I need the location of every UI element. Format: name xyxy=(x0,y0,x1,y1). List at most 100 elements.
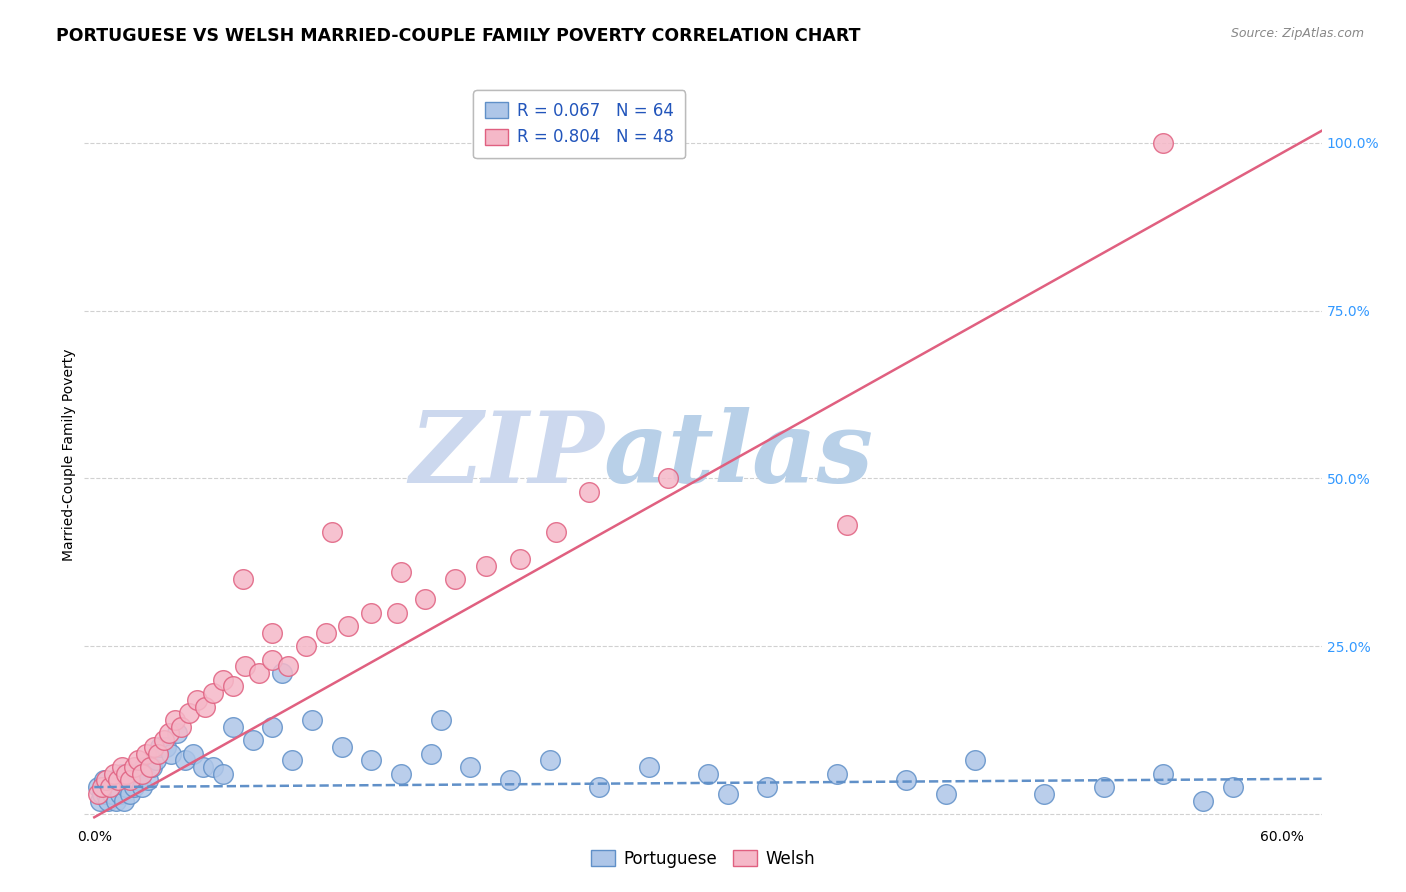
Point xyxy=(132,760,155,774)
Point xyxy=(336,619,359,633)
Point xyxy=(429,713,451,727)
Point xyxy=(155,739,177,754)
Point xyxy=(101,787,124,801)
Point xyxy=(578,484,600,499)
Point xyxy=(87,780,110,794)
Legend: R = 0.067   N = 64, R = 0.804   N = 48: R = 0.067 N = 64, R = 0.804 N = 48 xyxy=(474,90,685,158)
Point xyxy=(301,713,323,727)
Point xyxy=(136,773,159,788)
Point xyxy=(443,572,465,586)
Point xyxy=(1033,787,1056,801)
Point xyxy=(118,787,141,801)
Text: Source: ZipAtlas.com: Source: ZipAtlas.com xyxy=(1230,27,1364,40)
Point xyxy=(181,747,204,761)
Point xyxy=(389,766,412,780)
Point xyxy=(271,665,294,680)
Point xyxy=(1152,136,1174,150)
Point xyxy=(697,766,720,780)
Point xyxy=(127,753,149,767)
Point xyxy=(186,693,208,707)
Point xyxy=(91,787,114,801)
Point xyxy=(87,787,110,801)
Point xyxy=(117,773,139,788)
Point xyxy=(277,659,299,673)
Point xyxy=(1092,780,1115,794)
Point xyxy=(97,793,120,807)
Point xyxy=(107,780,129,794)
Point xyxy=(112,793,135,807)
Point xyxy=(160,747,183,761)
Point xyxy=(894,773,917,788)
Point xyxy=(295,639,318,653)
Point xyxy=(115,766,138,780)
Point xyxy=(232,572,254,586)
Point xyxy=(212,673,235,687)
Point xyxy=(103,766,125,780)
Point xyxy=(460,760,482,774)
Point xyxy=(360,753,382,767)
Point xyxy=(103,773,125,788)
Point xyxy=(111,760,134,774)
Point xyxy=(233,659,256,673)
Point xyxy=(413,592,436,607)
Point xyxy=(262,652,284,666)
Point xyxy=(93,773,115,788)
Point xyxy=(98,780,121,794)
Point xyxy=(475,558,498,573)
Point xyxy=(360,606,382,620)
Point xyxy=(122,760,145,774)
Point xyxy=(131,766,153,780)
Point xyxy=(149,739,172,754)
Point xyxy=(121,766,143,780)
Point xyxy=(166,726,188,740)
Point xyxy=(222,720,245,734)
Point xyxy=(212,766,235,780)
Point xyxy=(191,760,214,774)
Point xyxy=(94,773,117,788)
Point xyxy=(174,753,197,767)
Point xyxy=(835,518,858,533)
Point xyxy=(179,706,201,721)
Point xyxy=(128,766,150,780)
Point xyxy=(202,760,225,774)
Point xyxy=(330,739,353,754)
Point xyxy=(222,680,245,694)
Point xyxy=(122,780,145,794)
Point xyxy=(105,793,128,807)
Point xyxy=(131,780,153,794)
Point xyxy=(127,773,149,788)
Point xyxy=(544,525,567,540)
Point xyxy=(247,665,270,680)
Point xyxy=(152,733,174,747)
Point xyxy=(588,780,610,794)
Text: atlas: atlas xyxy=(605,407,875,503)
Point xyxy=(509,552,531,566)
Point xyxy=(315,625,337,640)
Point xyxy=(1192,793,1215,807)
Text: ZIP: ZIP xyxy=(409,407,605,503)
Point xyxy=(499,773,522,788)
Point xyxy=(756,780,779,794)
Point xyxy=(115,780,138,794)
Point xyxy=(965,753,987,767)
Point xyxy=(657,471,679,485)
Y-axis label: Married-Couple Family Poverty: Married-Couple Family Poverty xyxy=(62,349,76,561)
Point xyxy=(159,726,181,740)
Point xyxy=(202,686,225,700)
Point xyxy=(321,525,343,540)
Point xyxy=(385,606,408,620)
Point xyxy=(108,787,131,801)
Point xyxy=(389,566,412,580)
Point xyxy=(419,747,441,761)
Point xyxy=(91,780,114,794)
Point xyxy=(1222,780,1244,794)
Point xyxy=(165,713,187,727)
Point xyxy=(138,760,160,774)
Point xyxy=(717,787,740,801)
Point xyxy=(1152,766,1174,780)
Point xyxy=(125,773,148,788)
Point xyxy=(146,747,169,761)
Point xyxy=(135,747,157,761)
Point xyxy=(98,780,121,794)
Text: PORTUGUESE VS WELSH MARRIED-COUPLE FAMILY POVERTY CORRELATION CHART: PORTUGUESE VS WELSH MARRIED-COUPLE FAMIL… xyxy=(56,27,860,45)
